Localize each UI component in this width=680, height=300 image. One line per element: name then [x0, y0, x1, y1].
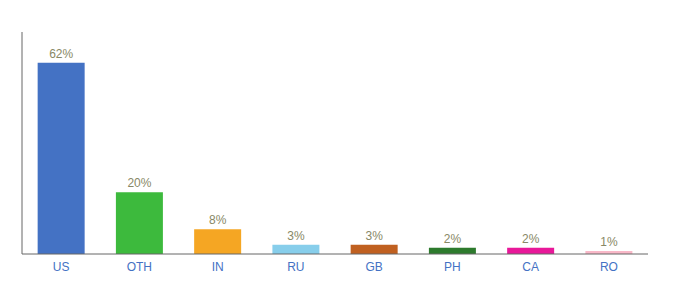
- svg-text:3%: 3%: [365, 229, 383, 243]
- svg-text:GB: GB: [365, 260, 382, 274]
- svg-text:US: US: [53, 260, 70, 274]
- svg-text:8%: 8%: [209, 213, 227, 227]
- svg-text:IN: IN: [212, 260, 224, 274]
- svg-text:RU: RU: [287, 260, 304, 274]
- svg-text:3%: 3%: [287, 229, 305, 243]
- svg-text:1%: 1%: [600, 235, 618, 249]
- svg-text:CA: CA: [522, 260, 539, 274]
- svg-text:20%: 20%: [127, 176, 151, 190]
- svg-text:OTH: OTH: [127, 260, 152, 274]
- svg-text:62%: 62%: [49, 47, 73, 61]
- svg-text:RO: RO: [600, 260, 618, 274]
- svg-text:PH: PH: [444, 260, 461, 274]
- svg-text:2%: 2%: [522, 232, 540, 246]
- svg-text:2%: 2%: [444, 232, 462, 246]
